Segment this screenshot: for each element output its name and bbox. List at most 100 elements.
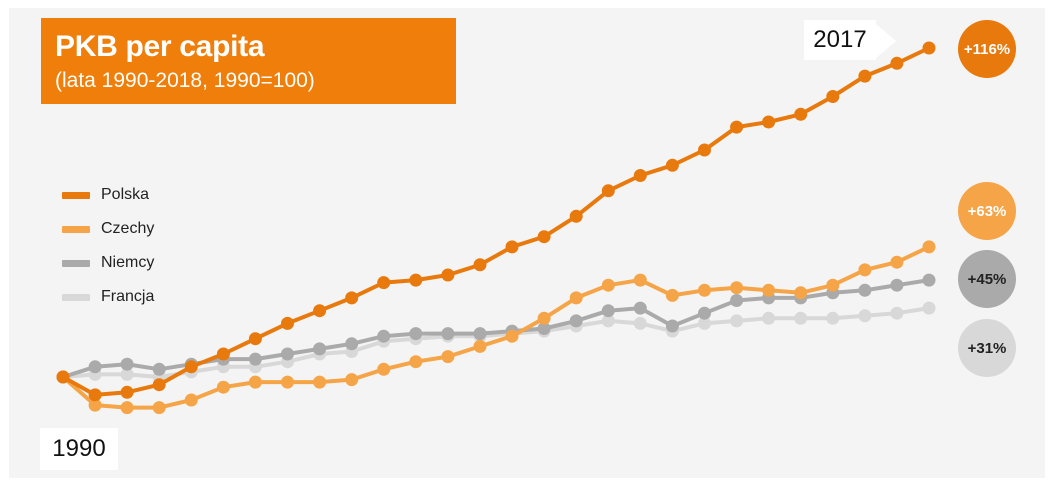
- end-tag-pointer: [876, 24, 896, 58]
- data-point-niemcy: [249, 353, 262, 366]
- data-point-polska: [57, 371, 70, 384]
- chart-subtitle: (lata 1990-2018, 1990=100): [55, 68, 456, 94]
- data-point-niemcy: [666, 320, 679, 333]
- data-point-polska: [923, 42, 936, 55]
- badge-niemcy: +45%: [958, 250, 1016, 308]
- data-point-polska: [441, 269, 454, 282]
- data-point-polska: [217, 348, 230, 361]
- series-line-czechy: [63, 247, 929, 408]
- data-point-francja: [890, 307, 903, 320]
- data-point-czechy: [121, 401, 134, 414]
- data-point-niemcy: [890, 279, 903, 292]
- data-point-czechy: [538, 312, 551, 325]
- data-point-polska: [602, 184, 615, 197]
- legend-item-francja: Francja: [62, 280, 154, 314]
- data-point-czechy: [794, 286, 807, 299]
- data-point-francja: [634, 317, 647, 330]
- data-point-polska: [730, 121, 743, 134]
- legend: Polska Czechy Niemcy Francja: [62, 178, 154, 314]
- legend-label-francja: Francja: [101, 288, 154, 306]
- data-point-czechy: [666, 289, 679, 302]
- data-point-niemcy: [345, 337, 358, 350]
- data-point-polska: [698, 144, 711, 157]
- data-point-polska: [474, 258, 487, 271]
- data-point-polska: [826, 90, 839, 103]
- data-point-polska: [634, 169, 647, 182]
- data-point-polska: [249, 332, 262, 345]
- data-point-czechy: [185, 394, 198, 407]
- data-point-niemcy: [474, 327, 487, 340]
- data-point-czechy: [441, 350, 454, 363]
- series-czechy: [57, 240, 936, 414]
- legend-label-czechy: Czechy: [101, 220, 154, 238]
- data-point-francja: [923, 302, 936, 315]
- data-point-czechy: [345, 373, 358, 386]
- data-point-francja: [858, 309, 871, 322]
- data-point-czechy: [634, 274, 647, 287]
- data-point-niemcy: [313, 342, 326, 355]
- data-point-czechy: [474, 340, 487, 353]
- data-point-polska: [281, 317, 294, 330]
- legend-item-niemcy: Niemcy: [62, 246, 154, 280]
- legend-label-polska: Polska: [101, 186, 149, 204]
- data-point-czechy: [570, 291, 583, 304]
- end-year-label: 2017: [804, 20, 876, 60]
- data-point-niemcy: [281, 348, 294, 361]
- data-point-polska: [89, 388, 102, 401]
- data-point-polska: [794, 108, 807, 121]
- data-point-polska: [538, 230, 551, 243]
- data-point-polska: [153, 378, 166, 391]
- data-point-polska: [762, 116, 775, 129]
- data-point-czechy: [923, 240, 936, 253]
- data-point-niemcy: [602, 304, 615, 317]
- data-point-niemcy: [634, 302, 647, 315]
- legend-swatch-czechy: [62, 226, 90, 233]
- data-point-francja: [762, 312, 775, 325]
- data-point-czechy: [602, 279, 615, 292]
- data-point-czechy: [698, 284, 711, 297]
- legend-swatch-polska: [62, 192, 90, 199]
- data-point-czechy: [377, 363, 390, 376]
- legend-item-czechy: Czechy: [62, 212, 154, 246]
- data-point-czechy: [313, 376, 326, 389]
- data-point-czechy: [506, 330, 519, 343]
- badge-polska: +116%: [958, 20, 1016, 78]
- data-point-niemcy: [409, 327, 422, 340]
- data-point-francja: [730, 314, 743, 327]
- data-point-polska: [409, 274, 422, 287]
- legend-item-polska: Polska: [62, 178, 154, 212]
- data-point-niemcy: [441, 327, 454, 340]
- data-point-niemcy: [377, 330, 390, 343]
- data-point-niemcy: [570, 314, 583, 327]
- data-point-czechy: [409, 355, 422, 368]
- data-point-polska: [121, 386, 134, 399]
- data-point-polska: [570, 210, 583, 223]
- data-point-czechy: [890, 256, 903, 269]
- data-point-czechy: [730, 281, 743, 294]
- start-year-label: 1990: [40, 428, 118, 470]
- data-point-francja: [794, 312, 807, 325]
- data-point-czechy: [281, 376, 294, 389]
- data-point-czechy: [217, 381, 230, 394]
- badge-francja: +31%: [958, 319, 1016, 377]
- data-point-niemcy: [858, 284, 871, 297]
- data-point-niemcy: [730, 294, 743, 307]
- data-point-polska: [890, 57, 903, 70]
- data-point-francja: [826, 312, 839, 325]
- legend-swatch-francja: [62, 294, 90, 301]
- data-point-niemcy: [89, 360, 102, 373]
- data-point-polska: [377, 276, 390, 289]
- legend-label-niemcy: Niemcy: [101, 254, 154, 272]
- data-point-polska: [506, 240, 519, 253]
- data-point-niemcy: [121, 358, 134, 371]
- data-point-niemcy: [698, 307, 711, 320]
- data-point-czechy: [153, 401, 166, 414]
- data-point-polska: [185, 360, 198, 373]
- data-point-niemcy: [923, 274, 936, 287]
- data-point-polska: [858, 70, 871, 83]
- data-point-polska: [345, 291, 358, 304]
- data-point-czechy: [858, 263, 871, 276]
- data-point-czechy: [826, 279, 839, 292]
- legend-swatch-niemcy: [62, 260, 90, 267]
- data-point-niemcy: [153, 363, 166, 376]
